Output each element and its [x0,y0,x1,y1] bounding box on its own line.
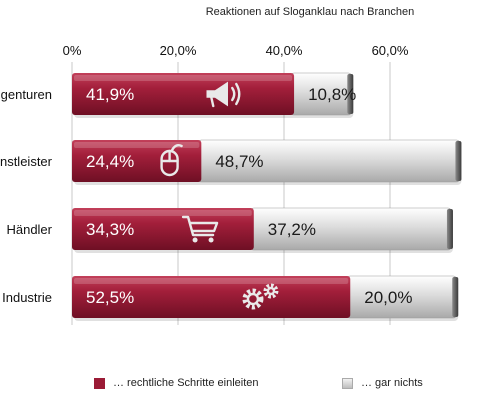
bar-row: nstleister 24,4% 48,7% [0,139,462,185]
data-label-rechtliche-schritte: 52,5% [86,288,134,307]
shopping-cart-icon [181,215,219,243]
bar-end-cap [455,141,462,181]
bar-row: Händler 34,3% 37,2% [6,207,453,253]
x-tick-label: 40,0% [266,43,303,58]
gears-icon [242,283,279,310]
bar-highlight [74,75,293,81]
data-label-gar-nichts: 37,2% [268,220,316,239]
legend-item-rechtliche-schritte: … rechtliche Schritte einleiten [94,377,259,389]
x-tick-label: 0% [63,43,82,58]
bar-highlight [74,142,200,148]
category-label: Händler [6,222,52,237]
data-label-gar-nichts: 20,0% [364,288,412,307]
bar-segment-rechtliche-schritte [72,208,254,250]
legend-swatch-red [94,377,105,389]
category-label: Industrie [2,290,52,305]
bar-end-cap [347,74,354,114]
bar-highlight [74,278,349,284]
data-label-rechtliche-schritte: 41,9% [86,85,134,104]
x-tick-label: 60,0% [372,43,409,58]
data-label-gar-nichts: 10,8% [308,85,356,104]
x-tick-label: 20,0% [160,43,197,58]
category-label: nstleister [0,154,53,169]
data-label-rechtliche-schritte: 24,4% [86,152,134,171]
cart-wheel [192,237,198,243]
legend-item-gar-nichts: … gar nichts [342,377,423,389]
bar-segment-rechtliche-schritte [72,73,295,115]
gear-teeth [242,288,264,310]
mouse-icon [160,143,183,177]
cart-wheel [208,237,214,243]
legend-label: … gar nichts [361,377,423,389]
bar-segment-rechtliche-schritte [72,276,351,318]
gear-teeth [263,283,279,299]
data-label-rechtliche-schritte: 34,3% [86,220,134,239]
chart-title: Reaktionen auf Sloganklau nach Branchen [206,6,415,18]
bar-highlight [74,210,252,216]
bar-end-cap [446,209,453,249]
bar-row: gen​turen 41,9% 10,8% [1,72,356,118]
data-label-gar-nichts: 48,7% [215,152,263,171]
legend-label: … rechtliche Schritte einleiten [113,377,259,389]
bar-row: Industrie 52,5% 20,0% [2,275,459,321]
bar-end-cap [452,277,459,317]
legend-swatch-gray [342,377,353,389]
category-label: gen​turen [1,87,52,102]
megaphone-icon [206,81,241,108]
